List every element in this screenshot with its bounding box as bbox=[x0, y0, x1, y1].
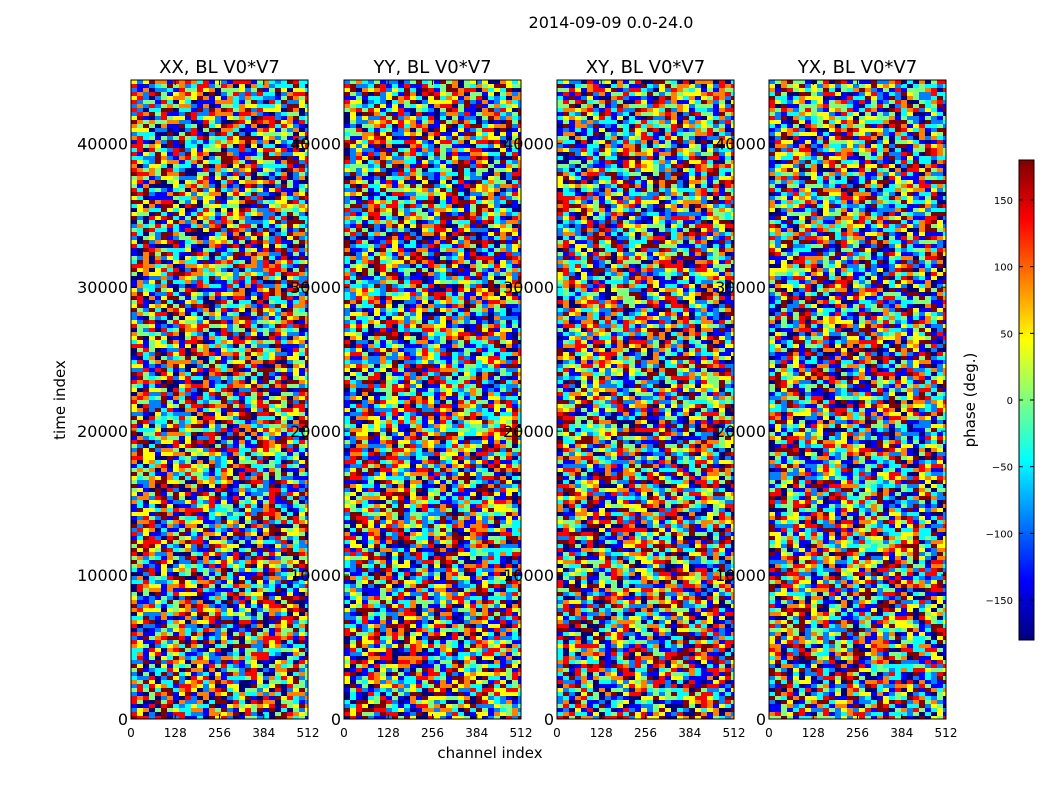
x-tick-label: 384 bbox=[252, 726, 275, 740]
phase-heatmap bbox=[344, 80, 521, 719]
y-tick-label: 20000 bbox=[503, 422, 554, 441]
y-tick-label: 10000 bbox=[290, 566, 341, 585]
y-tick-label: 0 bbox=[544, 710, 554, 729]
x-axis-label: channel index bbox=[437, 744, 542, 762]
x-tick-label: 512 bbox=[935, 726, 958, 740]
panel-title: YX, BL V0*V7 bbox=[797, 57, 917, 78]
y-tick-label: 30000 bbox=[503, 278, 554, 297]
colorbar-tick-label: 0 bbox=[1007, 396, 1013, 407]
panel-2: XY, BL V0*V7 0 128 256 384 512 0 10000 20000 3000… bbox=[503, 57, 745, 740]
x-tick-label: 128 bbox=[802, 726, 825, 740]
x-tick-label: 128 bbox=[164, 726, 187, 740]
y-tick-label: 30000 bbox=[290, 278, 341, 297]
y-tick-label: 0 bbox=[331, 710, 341, 729]
x-tick-label: 256 bbox=[634, 726, 657, 740]
colorbar-tick-label: 100 bbox=[994, 263, 1013, 274]
phase-heatmap bbox=[131, 80, 308, 719]
x-tick-label: 0 bbox=[553, 726, 561, 740]
x-tick-label: 256 bbox=[208, 726, 231, 740]
panel-3: YX, BL V0*V7 0 128 256 384 512 0 10000 20000 3000… bbox=[715, 57, 957, 740]
y-tick-label: 40000 bbox=[77, 134, 128, 153]
x-tick-label: 512 bbox=[723, 726, 746, 740]
figure-title: 2014-09-09 0.0-24.0 bbox=[529, 13, 694, 32]
colorbar-label: phase (deg.) bbox=[961, 353, 979, 448]
panels-group: XX, BL V0*V7 0 128 256 384 512 0 10000 20000 3000… bbox=[77, 57, 957, 740]
y-tick-label: 30000 bbox=[715, 278, 766, 297]
x-tick-label: 512 bbox=[297, 726, 320, 740]
colorbar-tick-label: 50 bbox=[1000, 329, 1013, 340]
x-tick-label: 0 bbox=[340, 726, 348, 740]
phase-heatmap bbox=[557, 80, 734, 719]
x-tick-label: 384 bbox=[890, 726, 913, 740]
colorbar-tick-label: −100 bbox=[986, 529, 1013, 540]
y-tick-label: 40000 bbox=[290, 134, 341, 153]
x-tick-label: 256 bbox=[846, 726, 869, 740]
panel-title: XY, BL V0*V7 bbox=[586, 57, 705, 78]
colorbar-tick-label: −150 bbox=[986, 596, 1013, 607]
y-tick-label: 20000 bbox=[77, 422, 128, 441]
y-tick-label: 10000 bbox=[715, 566, 766, 585]
x-tick-label: 128 bbox=[590, 726, 613, 740]
x-tick-label: 256 bbox=[421, 726, 444, 740]
y-tick-label: 20000 bbox=[290, 422, 341, 441]
y-tick-label: 10000 bbox=[77, 566, 128, 585]
panel-1: YY, BL V0*V7 0 128 256 384 512 0 10000 20000 3000… bbox=[290, 57, 532, 740]
x-tick-label: 128 bbox=[377, 726, 400, 740]
y-tick-label: 40000 bbox=[503, 134, 554, 153]
y-axis-label: time index bbox=[51, 360, 69, 440]
x-tick-label: 384 bbox=[465, 726, 488, 740]
y-tick-label: 10000 bbox=[503, 566, 554, 585]
y-tick-label: 0 bbox=[118, 710, 128, 729]
colorbar-ticks: −150 −100 −50 0 50 100 150 bbox=[986, 196, 1034, 607]
panel-title: YY, BL V0*V7 bbox=[372, 57, 491, 78]
x-tick-label: 0 bbox=[127, 726, 135, 740]
colorbar-tick-label: 150 bbox=[994, 196, 1013, 207]
y-tick-label: 30000 bbox=[77, 278, 128, 297]
x-tick-label: 512 bbox=[510, 726, 533, 740]
panel-title: XX, BL V0*V7 bbox=[159, 57, 280, 78]
phase-heatmap bbox=[769, 80, 946, 719]
y-tick-label: 40000 bbox=[715, 134, 766, 153]
colorbar: −150 −100 −50 0 50 100 150 phase (deg.) bbox=[961, 159, 1035, 641]
colorbar-tick-label: −50 bbox=[992, 463, 1013, 474]
y-tick-label: 20000 bbox=[715, 422, 766, 441]
y-tick-label: 0 bbox=[756, 710, 766, 729]
x-tick-label: 0 bbox=[765, 726, 773, 740]
x-tick-label: 384 bbox=[678, 726, 701, 740]
panel-0: XX, BL V0*V7 0 128 256 384 512 0 10000 20000 3000… bbox=[77, 57, 319, 740]
